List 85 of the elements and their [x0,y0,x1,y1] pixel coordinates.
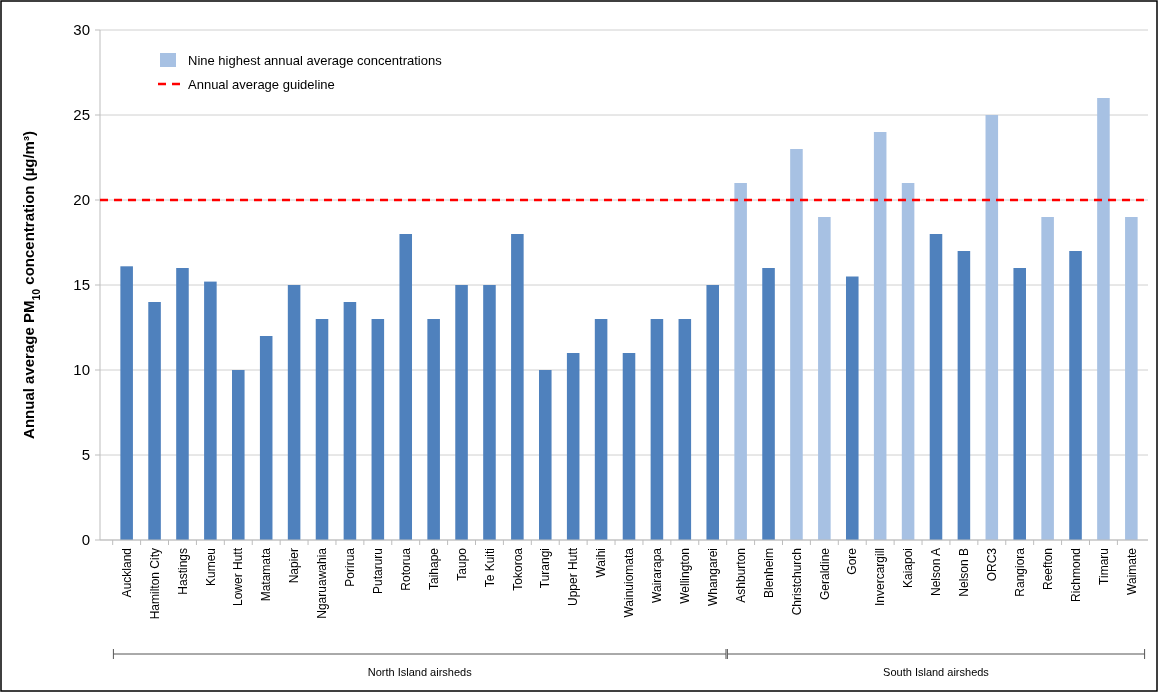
y-tick-label: 10 [73,361,90,379]
x-tick-label: Lower Hutt [231,547,246,607]
x-tick-label: Nelson B [957,548,972,597]
bar [148,302,161,540]
x-tick-label: Geraldine [817,547,832,601]
bar [985,115,999,540]
bar [790,149,803,540]
bar [176,268,189,540]
x-tick-label: Waihi [594,548,609,578]
text: North Island airsheds [367,666,473,678]
bar [706,285,719,540]
x-tick-label: Rotorua [398,547,413,591]
x-tick-label: Porirua [343,547,358,587]
legend-label: Annual average guideline [188,76,335,92]
x-tick-label: Blenheim [761,548,776,599]
x-tick-label: Reefton [1040,548,1055,591]
x-tick-label: Te Kuiti [482,548,497,588]
bar [1097,98,1110,540]
x-tick-label: Wainuiomata [622,547,637,618]
bar [1125,217,1138,540]
bar [483,285,496,540]
x-tick-label: Auckland [119,548,134,598]
x-tick-label: Waimate [1124,547,1139,595]
x-tick-label: Whangarei [705,548,720,607]
bar [455,285,468,540]
x-tick-label: Taupo [454,547,469,581]
bar [845,276,859,540]
x-tick-label: Kumeu [203,548,218,587]
bar [315,319,329,540]
x-tick-label: Hamilton City [147,548,162,620]
bar [873,132,887,540]
bar [622,353,636,540]
bar [1013,268,1026,540]
bar [232,370,245,540]
x-tick-label: Tokoroa [510,547,525,591]
bar [371,319,385,540]
y-tick-label: 25 [73,106,90,124]
x-tick-label: Christchurch [789,548,804,616]
bar [901,183,915,540]
bar [734,183,747,540]
bar [650,319,664,540]
x-tick-label: Matamata [259,547,274,602]
x-tick-label: Turangi [538,548,553,589]
x-tick-label: Richmond [1068,548,1083,603]
bar [566,353,580,540]
bar [259,336,273,540]
bar [427,319,440,540]
bar [594,319,608,540]
bar [120,266,133,540]
y-tick-label: 15 [73,276,90,294]
x-tick-label: Napier [287,548,302,584]
bar [1041,217,1054,540]
x-tick-label: Ashburton [733,548,748,603]
legend-label: Nine highest annual average concentrations [188,52,443,68]
bar [511,234,524,540]
bar [343,302,357,540]
bar [539,370,552,540]
x-tick-label: Invercargill [873,548,888,607]
x-tick-label: Kaiapoi [901,548,916,589]
bar [204,281,217,540]
bar [1069,251,1082,540]
bar [399,234,413,540]
x-tick-label: Nelson A [929,548,944,597]
bar [678,319,692,540]
x-tick-label: Hastings [175,548,190,595]
bar [287,285,301,540]
y-tick-label: 30 [73,21,90,39]
x-tick-label: Ngaruawahia [315,547,330,619]
x-tick-label: Timaru [1096,548,1111,585]
x-tick-label: ORC3 [985,547,1000,582]
bar [818,217,831,540]
x-tick-label: Rangiora [1012,547,1027,597]
bar [762,268,775,540]
x-tick-label: Upper Hutt [566,547,581,607]
x-tick-label: Taihape [426,547,441,591]
x-tick-label: Putaruru [371,548,386,595]
bar [957,251,971,540]
x-tick-label: Wellington [678,548,693,604]
y-tick-label: 20 [73,191,90,209]
y-tick-label: 0 [81,531,90,549]
x-tick-label: Wairarapa [650,547,665,603]
bar [929,234,943,540]
x-tick-label: Gore [845,547,860,575]
y-tick-label: 5 [81,446,90,464]
text: South Island airsheds [883,666,990,678]
